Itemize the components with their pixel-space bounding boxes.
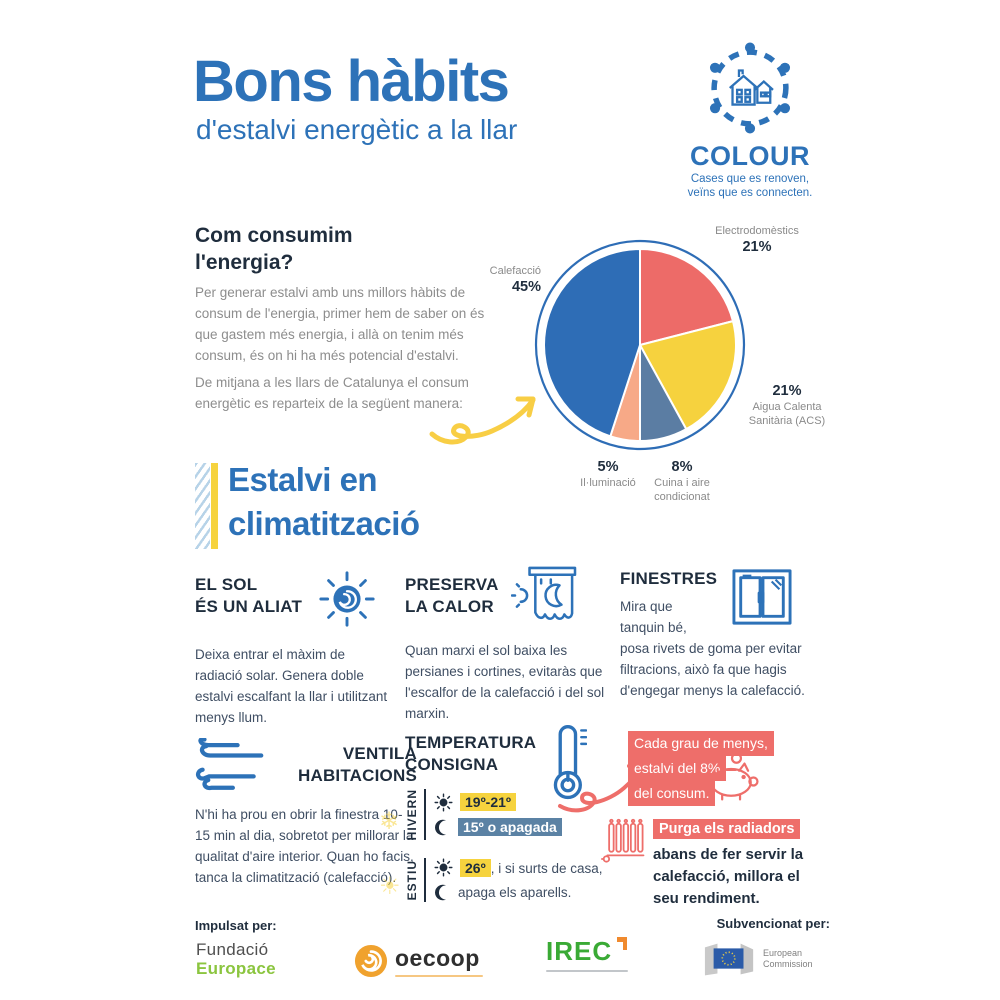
estiu-day-chip: 26º — [460, 858, 491, 877]
tip-el-sol-title: EL SOL ÉS UN ALIAT — [195, 575, 303, 616]
estiu-night-text: apaga els aparells. — [458, 885, 572, 901]
window-icon — [732, 569, 792, 625]
divider — [424, 858, 426, 903]
curtain-moon-icon — [510, 566, 576, 620]
pie-label-illuminacio: 5% Il·luminació — [580, 459, 636, 489]
pie-chart: Electrodomèstics 21% Calefacció 45% 21% … — [480, 222, 830, 512]
sun-small-icon — [434, 858, 453, 877]
divider — [424, 789, 426, 841]
estiu-day-row: 26º, i si surts de casa, — [434, 858, 602, 877]
purga-rest-text: abans de fer servir la calefacció, millo… — [653, 846, 804, 907]
tip-ventila: VENTILA HABITACIONS N'hi ha prou en obri… — [195, 738, 417, 888]
poster-title: Bons hàbits — [193, 49, 510, 114]
grau-line-3: del consum. — [628, 781, 716, 806]
pie-slice-electrodom-stics — [639, 248, 734, 346]
estiu-night-row: apaga els aparells. — [434, 883, 602, 902]
subvencionat-label: Subvencionat per: — [716, 916, 830, 931]
poster-subtitle: d'estalvi energètic a la llar — [196, 114, 518, 145]
pie-outer-ring — [534, 239, 746, 451]
hivern-label: HIVERN — [405, 789, 419, 841]
sun-spiral-icon — [319, 571, 375, 627]
irec-logo: IREC — [546, 936, 628, 972]
oecoop-wordmark: oecoop — [395, 945, 480, 971]
europace-logo: Fundació Europace — [196, 940, 276, 978]
pie-label-calefaccio: Calefacció 45% — [489, 265, 541, 295]
temp-group-estiu: ☀ ESTIU 26º, i si surts de casa, — [379, 858, 620, 903]
tip-preserva-body: Quan marxi el sol baixa les persianes i … — [405, 643, 605, 721]
consum-heading: Com consumim l'energia? — [195, 224, 353, 274]
yellow-arrow-icon — [429, 396, 536, 445]
pie-slice-calefacci- — [543, 248, 641, 438]
hatch-decoration — [195, 463, 210, 549]
pie-chart-svg — [534, 239, 746, 451]
tip-temperatura-title: TEMPERATURA CONSIGNA — [405, 733, 537, 774]
sun-small-icon — [434, 793, 453, 812]
hivern-day-row: 19º-21º — [434, 793, 562, 812]
eu-flag-icon — [704, 943, 754, 976]
hivern-day-chip: 19º-21º — [460, 793, 517, 812]
radiator-icon — [601, 818, 645, 863]
tip-el-sol-body: Deixa entrar el màxim de radiació solar.… — [195, 647, 388, 725]
oecoop-tagline-bar — [395, 975, 483, 977]
pie-label-acs: 21% Aigua Calenta Sanitària (ACS) — [748, 383, 826, 427]
oecoop-spiral-icon — [354, 944, 388, 978]
eu-text: European Commission — [763, 948, 813, 969]
thermometer-icon — [553, 725, 587, 800]
colour-logo: COLOUR Cases que es renoven, veïns que e… — [668, 42, 832, 200]
purga-highlight: Purga els radiadors — [653, 819, 801, 839]
grau-line-2: estalvi del 8% — [628, 756, 727, 781]
grau-message-box: Cada grau de menys, estalvi del 8% del c… — [628, 731, 778, 806]
tip-finestres-body: Mira que tanquin bé, posa rivets de goma… — [620, 599, 805, 698]
moon-small-icon — [435, 819, 447, 835]
colour-emblem-icon — [709, 42, 791, 134]
wind-icon — [195, 738, 264, 791]
pie-label-cuina: 8% Cuina i aire condicionat — [654, 459, 710, 503]
hivern-night-chip: 15º o apagada — [458, 818, 562, 837]
tip-preserva: PRESERVA LA CALOR Quan marxi el sol baix… — [405, 566, 610, 724]
hivern-night-row: 15º o apagada — [434, 818, 562, 837]
tip-ventila-title: VENTILA HABITACIONS — [298, 744, 417, 785]
pie-slice-aigua-calenta-sanit-ria-acs- — [639, 320, 737, 431]
yellow-bar-decoration — [211, 463, 218, 549]
tip-finestres: FINESTRES Mira que tanquin bé, posa rive… — [620, 568, 830, 701]
temp-group-hivern: ❄ HIVERN 19º-21º 15º o — [379, 789, 620, 841]
consum-paragraph-1: Per generar estalvi amb uns millors hàbi… — [195, 285, 485, 363]
irec-wordmark: IREC — [546, 936, 613, 966]
colour-logo-name: COLOUR — [690, 141, 810, 171]
estalvi-section-heading: Estalvi en climatització — [228, 461, 420, 542]
tip-el-sol: EL SOL ÉS UN ALIAT Deixa entrar el màxim… — [195, 571, 405, 728]
europace-line-1: Fundació — [196, 940, 269, 959]
irec-tagline-bar — [546, 970, 628, 972]
piggy-bank-icon — [705, 752, 759, 801]
consum-paragraph-2: De mitjana a les llars de Catalunya el c… — [195, 375, 469, 411]
tip-finestres-title: FINESTRES — [620, 569, 718, 588]
moon-small-icon — [435, 885, 447, 901]
tip-temperatura: TEMPERATURA CONSIGNA ❄ HIVERN 19º-21º — [379, 725, 620, 903]
pie-label-electrodomestics: Electrodomèstics 21% — [715, 225, 799, 255]
tip-ventila-body: N'hi ha prou en obrir la finestra 10-15 … — [195, 807, 414, 885]
colour-tagline-1: Cases que es renoven, — [690, 173, 810, 185]
impulsat-label: Impulsat per: — [195, 918, 277, 933]
europace-line-2: Europace — [196, 959, 276, 978]
grau-line-1: Cada grau de menys, — [628, 731, 774, 756]
irec-mark-icon — [616, 937, 627, 950]
colour-tagline-2: veïns que es connecten. — [687, 187, 813, 199]
estiu-day-rest: , i si surts de casa, — [490, 860, 603, 876]
sun-faint-icon: ☀ — [379, 873, 401, 901]
snowflake-icon: ❄ — [379, 808, 400, 835]
oecoop-logo: oecoop — [354, 944, 483, 978]
european-commission-logo: European Commission — [703, 941, 813, 977]
estiu-label: ESTIU — [405, 860, 419, 901]
tip-preserva-title: PRESERVA LA CALOR — [405, 575, 499, 616]
